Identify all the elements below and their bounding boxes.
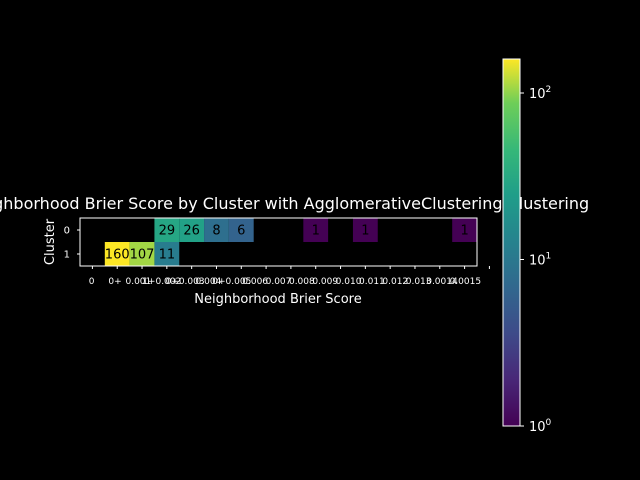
x-tick-label: 0 <box>89 277 95 287</box>
cell-value-label: 107 <box>130 248 155 263</box>
x-tick-label: 0.012 <box>382 277 408 287</box>
x-tick-label: 0.010 <box>336 277 362 287</box>
cell-value-label: 160 <box>105 248 130 263</box>
cell-value-label: 1 <box>312 224 320 239</box>
plot-frame <box>79 217 478 267</box>
heatmap-cell-r0-c6 <box>228 218 254 242</box>
x-axis-label: Neighborhood Brier Score <box>194 292 361 307</box>
cell-value-label: 6 <box>237 224 245 239</box>
colorbar <box>502 58 521 427</box>
cell-value-label: 8 <box>212 224 220 239</box>
cell-value-label: 11 <box>159 248 176 263</box>
heatmap-cell-r0-c3 <box>154 218 180 242</box>
heatmap-cell-r0-c9 <box>303 218 329 242</box>
y-tick-label: 0 <box>64 226 70 237</box>
x-tick-label: 0+0.003 <box>166 277 205 287</box>
heatmap-cell-r1-c3 <box>154 242 180 266</box>
heatmap-cell-r1-c2 <box>129 242 155 266</box>
x-tick-label: 0+ <box>108 277 121 287</box>
heatmap-cell-r0-c4 <box>179 218 205 242</box>
colorbar-tick-label: 100 <box>529 418 552 435</box>
y-tick-label: 1 <box>64 250 70 261</box>
heatmap-cell-r1-c1 <box>104 242 130 266</box>
x-tick-label: 0.008 <box>289 277 315 287</box>
x-tick-label: 0.013 <box>406 277 432 287</box>
colorbar-tick-label: 101 <box>529 251 551 268</box>
y-axis-label: Cluster <box>43 218 58 265</box>
cell-value-label: 1 <box>460 224 468 239</box>
y-tick-labels: 01 <box>64 226 80 261</box>
x-tick-label: 0.001 <box>125 277 151 287</box>
x-tick-label: 0.006 <box>242 277 268 287</box>
x-tick-labels: 0 0+ 0.0011+0.0020+0.0030.0040+0.0050.0060… <box>89 266 490 287</box>
heatmap-cell-r0-c15 <box>452 218 477 242</box>
heatmap-cell-r0-c11 <box>352 218 378 242</box>
x-tick-label: 0.004 <box>196 277 222 287</box>
colorbar-ticks: 100 101 102 <box>520 85 552 435</box>
colorbar-tick-label: 102 <box>529 85 551 102</box>
x-tick-label: 0.011 <box>359 277 385 287</box>
x-tick-label: 0.007 <box>266 277 292 287</box>
chart-title: Neighborhood Brier Score by Cluster with… <box>0 194 589 213</box>
x-tick-label: 0+0.005 <box>212 277 251 287</box>
x-tick-label: 0.0014 <box>426 277 458 287</box>
cell-value-label: 26 <box>183 224 200 239</box>
x-tick-label: 1+0.002 <box>142 277 181 287</box>
x-tick-label: 0.009 <box>312 277 338 287</box>
cell-value-label: 29 <box>159 224 176 239</box>
cell-value-label: 1 <box>361 224 369 239</box>
heatmap-cell-r0-c5 <box>204 218 229 242</box>
x-tick-label: 0.0015 <box>450 277 482 287</box>
